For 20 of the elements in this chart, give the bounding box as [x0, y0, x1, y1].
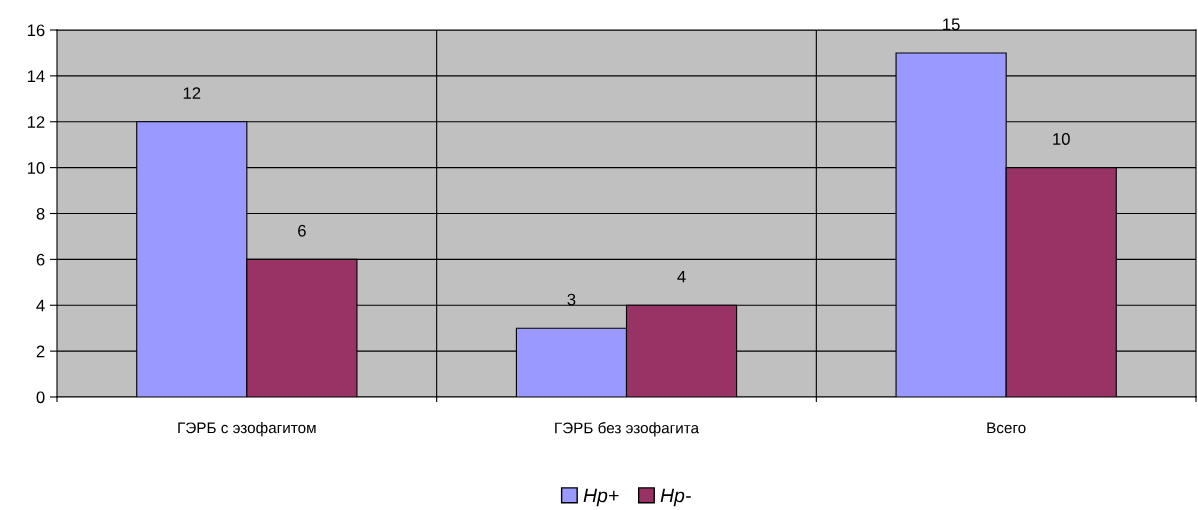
y-tick-label: 10: [27, 162, 45, 174]
data-label: 4: [677, 270, 686, 283]
x-tick-label: ГЭРБ без эзофагита: [555, 422, 700, 437]
y-tick-label: 2: [36, 345, 45, 358]
data-label: 15: [943, 18, 960, 31]
y-tick-label: 12: [27, 116, 45, 128]
y-tick-label: 0: [36, 391, 45, 404]
legend-label: Hp-: [660, 488, 691, 507]
data-label: 12: [183, 87, 201, 99]
data-label: 6: [298, 224, 306, 237]
data-label: 3: [567, 293, 576, 306]
y-tick-label: 16: [27, 24, 45, 37]
x-tick-label: ГЭРБ с эзофагитом: [178, 422, 316, 437]
y-tick-label: 4: [36, 299, 45, 312]
x-tick-label: Всего: [987, 422, 1026, 434]
y-tick-label: 6: [36, 253, 45, 266]
y-tick-label: 8: [36, 207, 45, 220]
y-tick-label: 14: [27, 70, 45, 82]
data-label: 10: [1053, 133, 1070, 145]
legend-label: Hp+: [583, 488, 619, 507]
